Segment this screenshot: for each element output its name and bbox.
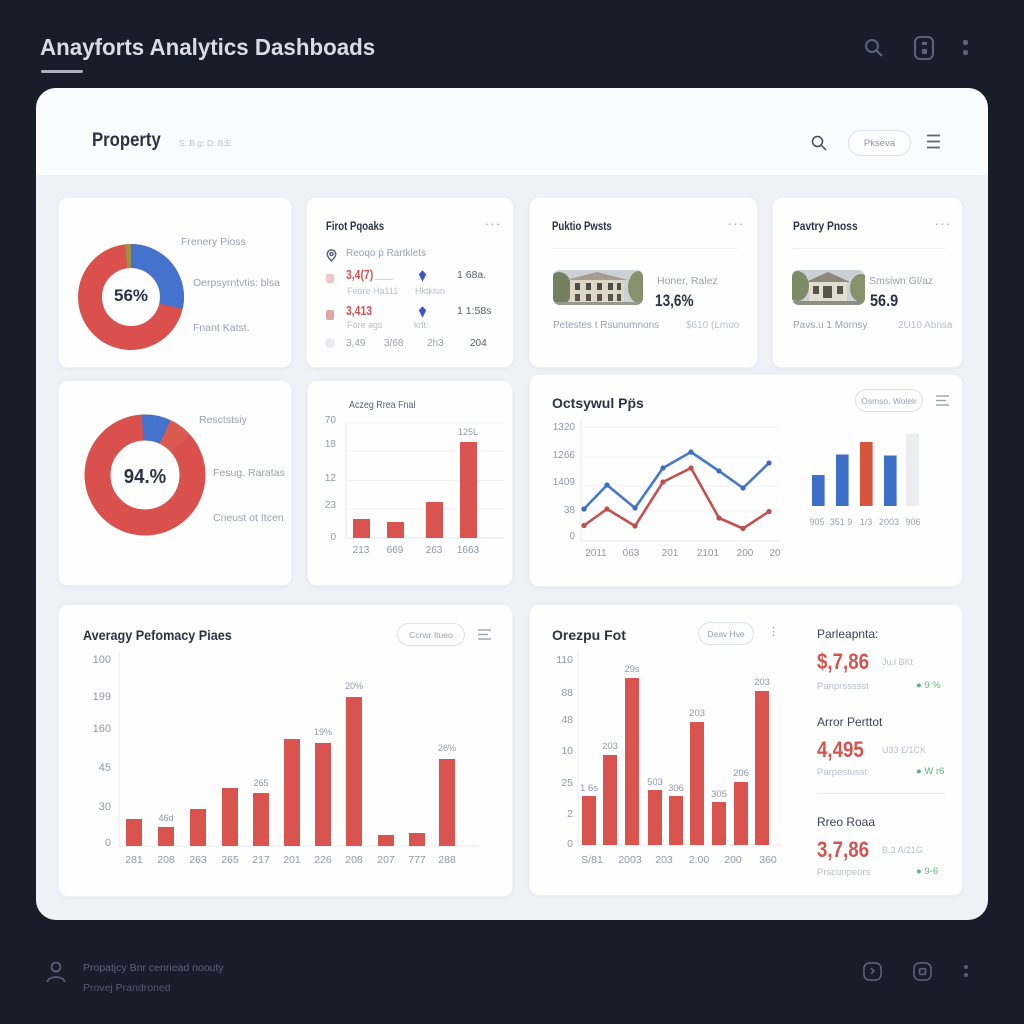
svg-text:200: 200 (724, 854, 742, 866)
svg-text:2101: 2101 (697, 548, 720, 559)
svg-text:265: 265 (221, 854, 239, 866)
svg-text:213: 213 (353, 545, 370, 556)
svg-text:45: 45 (99, 762, 111, 774)
svg-text:905: 905 (809, 517, 824, 527)
svg-text:29s: 29s (624, 664, 640, 675)
svg-text:263: 263 (426, 545, 443, 556)
svg-text:203: 203 (754, 677, 770, 688)
svg-text:306: 306 (668, 783, 684, 794)
svg-text:1/3: 1/3 (860, 517, 873, 527)
svg-text:503: 503 (647, 777, 663, 788)
svg-text:0: 0 (569, 531, 575, 542)
svg-text:100: 100 (93, 654, 111, 666)
svg-text:25: 25 (561, 777, 573, 789)
svg-text:1266: 1266 (553, 450, 576, 461)
svg-text:1 6s: 1 6s (580, 783, 598, 794)
svg-text:1663: 1663 (457, 545, 480, 556)
svg-text:12: 12 (325, 473, 337, 484)
svg-text:20: 20 (769, 548, 781, 559)
svg-text:1409: 1409 (553, 477, 576, 488)
svg-text:2003: 2003 (879, 517, 899, 527)
svg-text:203: 203 (689, 708, 705, 719)
svg-text:70: 70 (325, 415, 337, 426)
svg-text:201: 201 (662, 548, 679, 559)
svg-text:20%: 20% (345, 681, 363, 691)
svg-text:125L: 125L (458, 427, 478, 437)
svg-text:281: 281 (125, 854, 143, 866)
svg-text:226: 226 (314, 854, 332, 866)
svg-text:207: 207 (377, 854, 395, 866)
svg-text:2003: 2003 (618, 854, 642, 866)
svg-text:0: 0 (105, 837, 111, 849)
svg-text:23: 23 (325, 500, 337, 511)
svg-text:19%: 19% (314, 727, 332, 737)
svg-text:0: 0 (330, 532, 336, 543)
svg-text:203: 203 (602, 741, 618, 752)
svg-text:206: 206 (733, 768, 749, 779)
svg-text:18: 18 (325, 439, 337, 450)
svg-text:263: 263 (189, 854, 207, 866)
svg-text:288: 288 (438, 854, 456, 866)
svg-text:305: 305 (711, 789, 727, 800)
svg-text:46d: 46d (158, 813, 173, 823)
svg-text:199: 199 (93, 691, 111, 703)
svg-text:S/81: S/81 (581, 854, 603, 866)
svg-text:217: 217 (252, 854, 270, 866)
svg-text:351 9: 351 9 (830, 517, 853, 527)
svg-text:265: 265 (253, 778, 268, 788)
svg-text:360: 360 (759, 854, 777, 866)
svg-text:203: 203 (655, 854, 673, 866)
svg-text:906: 906 (905, 517, 920, 527)
svg-text:200: 200 (737, 548, 754, 559)
svg-text:30: 30 (99, 801, 111, 813)
svg-text:2011: 2011 (585, 548, 607, 559)
svg-text:669: 669 (387, 545, 404, 556)
svg-text:2: 2 (567, 808, 573, 820)
svg-text:10: 10 (561, 745, 573, 757)
svg-text:208: 208 (157, 854, 175, 866)
svg-text:38: 38 (564, 505, 576, 516)
svg-text:201: 201 (283, 854, 301, 866)
svg-text:208: 208 (345, 854, 363, 866)
svg-text:26%: 26% (438, 743, 456, 753)
svg-text:063: 063 (623, 548, 640, 559)
svg-text:777: 777 (408, 854, 426, 866)
svg-text:110: 110 (556, 654, 573, 666)
svg-text:2:00: 2:00 (689, 854, 710, 866)
svg-text:0: 0 (567, 838, 573, 850)
svg-text:48: 48 (561, 714, 573, 726)
svg-text:160: 160 (93, 723, 111, 735)
svg-text:1320: 1320 (553, 422, 576, 433)
svg-text:88: 88 (561, 687, 573, 699)
